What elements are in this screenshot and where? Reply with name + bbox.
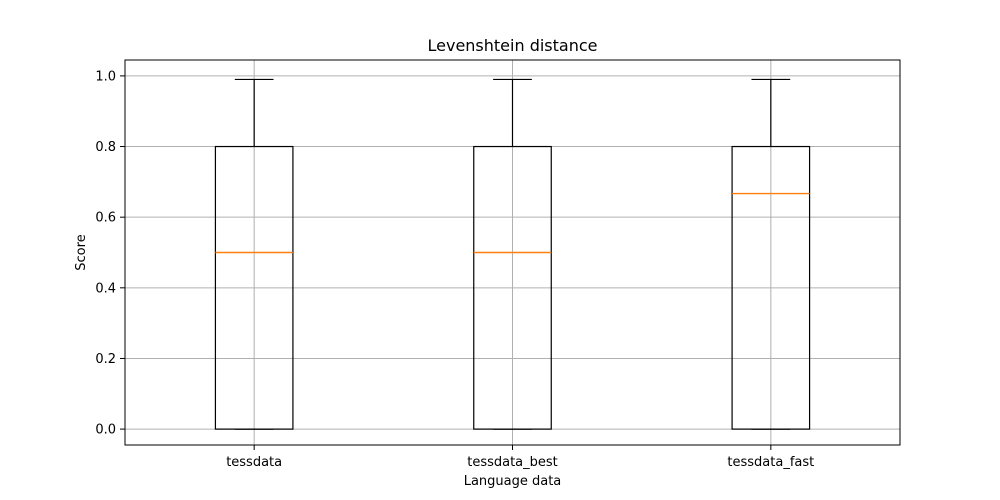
y-tick-label: 0.2 [95, 352, 116, 367]
y-tick-label: 0.6 [95, 211, 116, 226]
box-tessdata_fast [731, 78, 811, 430]
x-tick-label: tessdata [226, 455, 282, 470]
box-tessdata_best [473, 78, 552, 430]
y-tick-label: 0.8 [95, 140, 116, 155]
x-tick-label: tessdata_fast [727, 455, 814, 470]
y-axis-label: Score [74, 234, 89, 270]
chart-title: Levenshtein distance [428, 36, 598, 55]
x-axis-label: Language data [464, 474, 562, 489]
x-tick-label: tessdata_best [467, 455, 558, 470]
y-tick-label: 1.0 [95, 69, 116, 84]
y-axis: 0.0 0.2 0.4 0.6 0.8 1.0 [95, 69, 125, 438]
x-axis: tessdata tessdata_best tessdata_fast [226, 445, 814, 470]
box-tessdata [214, 78, 294, 430]
boxes [214, 78, 811, 430]
y-tick-label: 0.0 [95, 423, 116, 438]
y-tick-label: 0.4 [95, 281, 116, 296]
